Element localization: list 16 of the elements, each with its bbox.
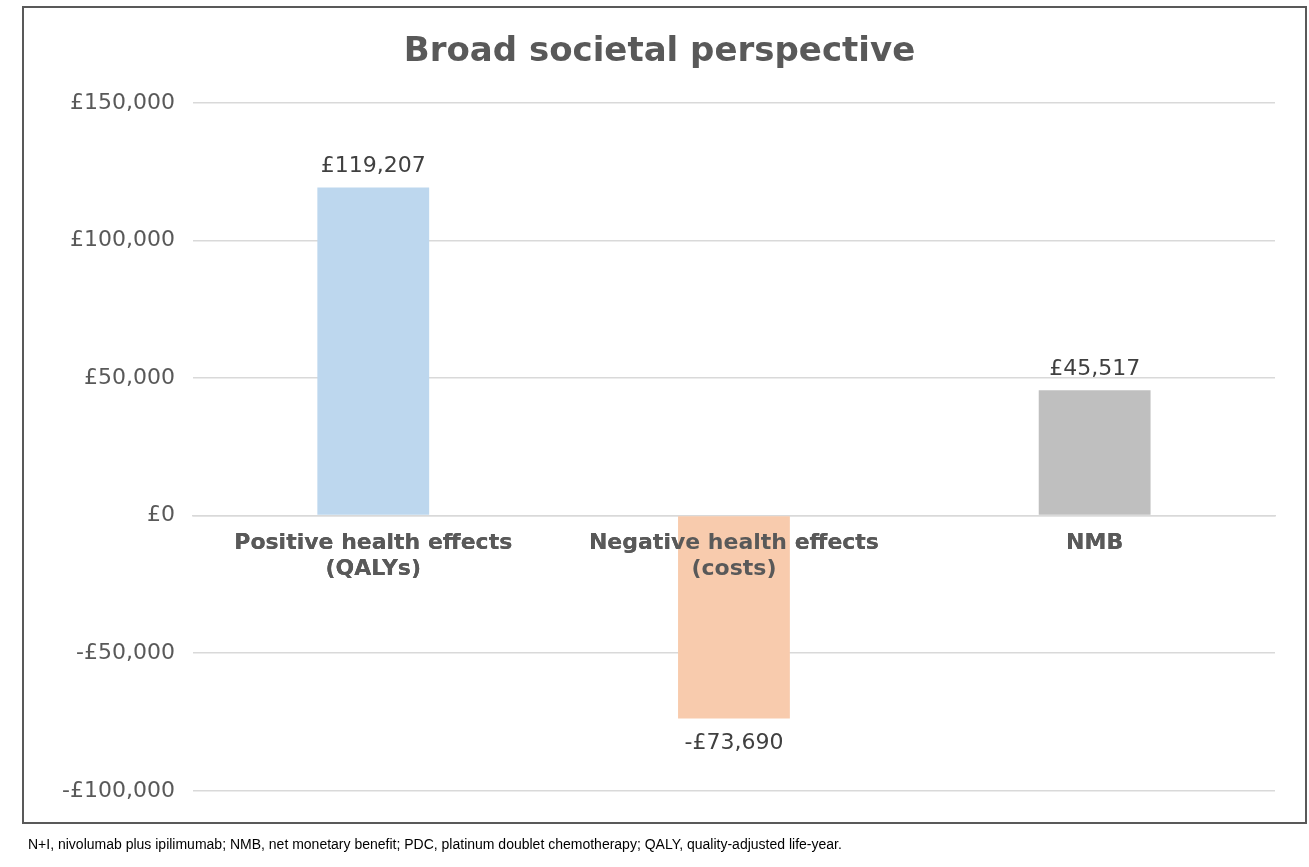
data-label: -£73,690: [684, 729, 784, 755]
y-tick-label: -£50,000: [75, 638, 175, 664]
bar: [317, 187, 430, 515]
data-label: £45,517: [1049, 355, 1141, 381]
x-tick-label: NMB: [1066, 528, 1124, 554]
bar: [1038, 390, 1151, 515]
y-tick-label: -£100,000: [61, 776, 175, 802]
text: N+I, nivolumab plus ipilimumab; NMB, net monetary benefit; PDC, platinum doublet chemotherapy; QALY, quality-adjusted life-year.: [28, 836, 842, 852]
data-label: £119,207: [320, 152, 426, 178]
y-tick-label: £150,000: [69, 88, 175, 114]
x-tick-label: Negative health effects (costs): [588, 528, 879, 580]
y-tick-label: £100,000: [69, 226, 175, 252]
y-tick-label: £50,000: [83, 363, 175, 389]
y-tick-label: £0: [146, 501, 175, 527]
chart-title: Broad societal perspective: [403, 29, 916, 70]
x-tick-label: Positive health effects (QALYs): [234, 528, 513, 580]
